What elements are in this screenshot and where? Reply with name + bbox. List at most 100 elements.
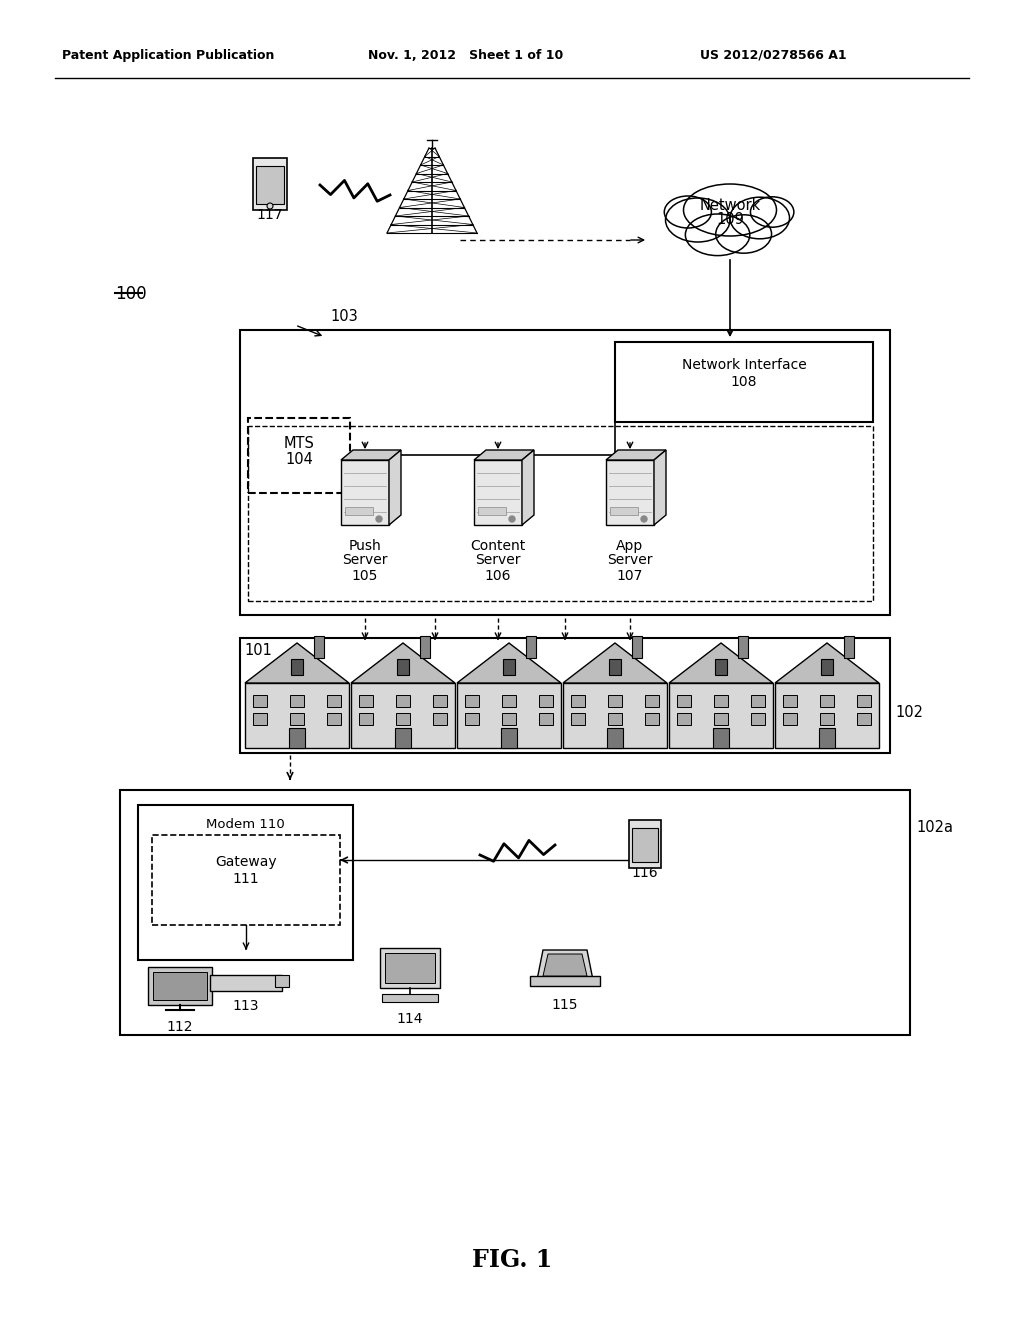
Bar bbox=[253, 713, 267, 725]
Bar bbox=[645, 696, 659, 708]
Ellipse shape bbox=[674, 174, 785, 246]
Bar bbox=[327, 696, 341, 708]
Text: 107: 107 bbox=[616, 569, 643, 583]
Text: Nov. 1, 2012   Sheet 1 of 10: Nov. 1, 2012 Sheet 1 of 10 bbox=[368, 49, 563, 62]
Text: 108: 108 bbox=[731, 375, 758, 389]
Text: US 2012/0278566 A1: US 2012/0278566 A1 bbox=[700, 49, 847, 62]
Bar bbox=[382, 994, 438, 1002]
Bar bbox=[341, 459, 389, 525]
Text: App: App bbox=[616, 539, 644, 553]
Bar bbox=[248, 426, 873, 601]
Bar bbox=[502, 696, 516, 708]
Bar bbox=[290, 696, 304, 708]
Bar bbox=[615, 342, 873, 422]
Bar bbox=[530, 975, 600, 986]
Text: 109: 109 bbox=[716, 213, 744, 227]
Bar bbox=[210, 975, 282, 991]
Bar bbox=[608, 713, 622, 725]
Ellipse shape bbox=[683, 183, 776, 236]
Bar bbox=[539, 713, 553, 725]
Text: Patent Application Publication: Patent Application Publication bbox=[62, 49, 274, 62]
Text: 111: 111 bbox=[232, 873, 259, 886]
Circle shape bbox=[267, 203, 273, 209]
Bar bbox=[783, 696, 797, 708]
Bar bbox=[240, 330, 890, 615]
Text: 117: 117 bbox=[257, 209, 284, 222]
Bar bbox=[457, 682, 561, 748]
Text: 115: 115 bbox=[552, 998, 579, 1012]
Circle shape bbox=[376, 516, 382, 521]
Bar bbox=[715, 659, 727, 675]
Bar bbox=[256, 166, 284, 205]
Polygon shape bbox=[351, 643, 455, 682]
Bar bbox=[738, 636, 748, 657]
Polygon shape bbox=[654, 450, 666, 525]
Bar bbox=[433, 713, 447, 725]
Bar bbox=[501, 729, 517, 748]
Bar bbox=[751, 713, 765, 725]
Polygon shape bbox=[522, 450, 534, 525]
Text: 113: 113 bbox=[232, 999, 259, 1012]
Bar bbox=[478, 507, 506, 515]
Text: FIG. 1: FIG. 1 bbox=[472, 1247, 552, 1272]
Bar bbox=[606, 459, 654, 525]
Bar bbox=[395, 729, 411, 748]
Bar bbox=[275, 975, 289, 987]
Text: Network Interface: Network Interface bbox=[682, 358, 806, 372]
Bar bbox=[351, 682, 455, 748]
Text: 116: 116 bbox=[632, 866, 658, 880]
Bar bbox=[609, 659, 621, 675]
Bar bbox=[289, 729, 305, 748]
Bar bbox=[632, 636, 642, 657]
Bar bbox=[608, 696, 622, 708]
Bar bbox=[677, 713, 691, 725]
Text: MTS: MTS bbox=[284, 436, 314, 450]
Bar bbox=[610, 507, 638, 515]
Bar bbox=[345, 507, 373, 515]
Bar bbox=[465, 696, 479, 708]
Bar bbox=[253, 696, 267, 708]
Bar bbox=[714, 696, 728, 708]
Ellipse shape bbox=[666, 198, 730, 242]
Bar bbox=[359, 713, 373, 725]
Polygon shape bbox=[341, 450, 401, 459]
Text: Modem 110: Modem 110 bbox=[206, 818, 285, 832]
Bar bbox=[138, 805, 353, 960]
Bar bbox=[153, 972, 207, 1001]
Bar bbox=[526, 636, 536, 657]
Bar bbox=[245, 682, 349, 748]
Ellipse shape bbox=[685, 214, 750, 256]
Text: 114: 114 bbox=[396, 1012, 423, 1026]
Ellipse shape bbox=[751, 197, 794, 227]
Text: Server: Server bbox=[475, 553, 521, 568]
Bar bbox=[677, 696, 691, 708]
Bar bbox=[563, 682, 667, 748]
Polygon shape bbox=[245, 643, 349, 682]
Bar bbox=[607, 729, 623, 748]
Bar bbox=[465, 713, 479, 725]
Bar bbox=[152, 836, 340, 925]
Bar bbox=[396, 696, 410, 708]
Text: 102: 102 bbox=[895, 705, 923, 719]
Polygon shape bbox=[543, 954, 587, 975]
Bar bbox=[474, 459, 522, 525]
Bar bbox=[751, 696, 765, 708]
Polygon shape bbox=[389, 450, 401, 525]
Bar bbox=[820, 696, 834, 708]
Polygon shape bbox=[537, 950, 593, 979]
Bar bbox=[669, 682, 773, 748]
Bar bbox=[645, 713, 659, 725]
Bar bbox=[327, 713, 341, 725]
Polygon shape bbox=[457, 643, 561, 682]
Circle shape bbox=[641, 516, 647, 521]
Text: 112: 112 bbox=[167, 1020, 194, 1034]
Bar bbox=[503, 659, 515, 675]
Polygon shape bbox=[563, 643, 667, 682]
Bar bbox=[819, 729, 835, 748]
Ellipse shape bbox=[665, 195, 712, 228]
Polygon shape bbox=[474, 450, 534, 459]
Bar bbox=[120, 789, 910, 1035]
Text: Content: Content bbox=[470, 539, 525, 553]
Bar bbox=[385, 953, 435, 983]
Polygon shape bbox=[775, 643, 879, 682]
